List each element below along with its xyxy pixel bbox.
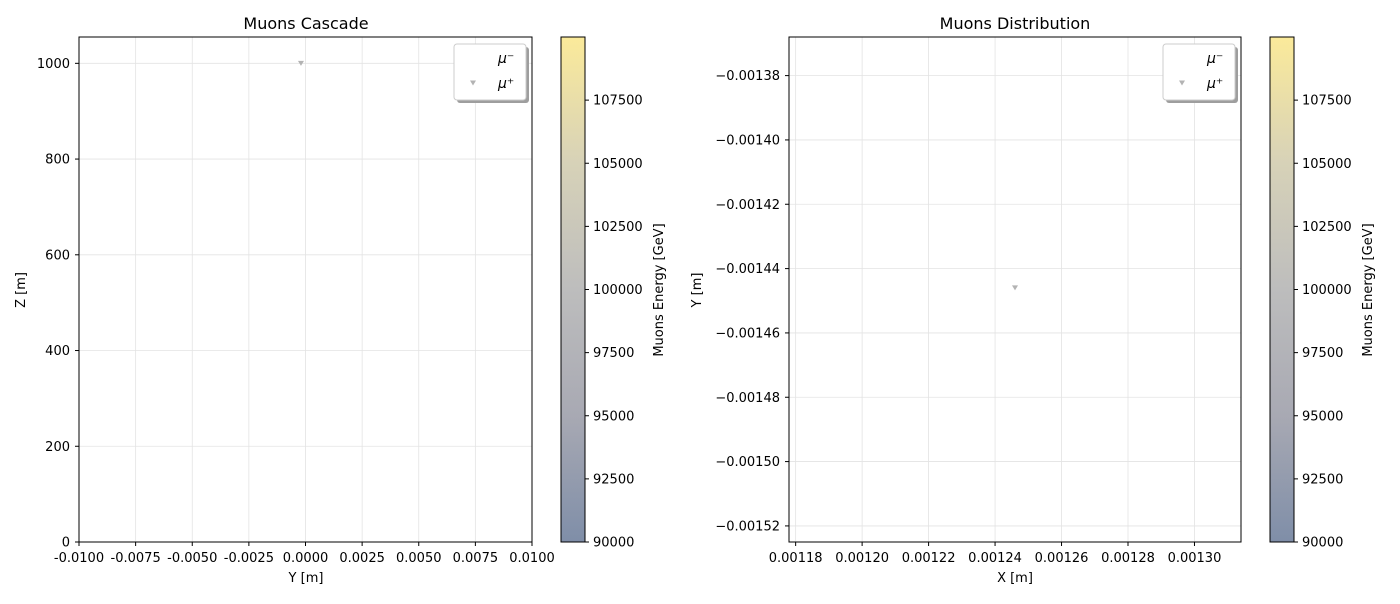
x-axis-label: X [m] xyxy=(997,571,1033,586)
x-tick-label: -0.0050 xyxy=(167,551,217,566)
x-axis-label: Y [m] xyxy=(288,571,324,586)
y-tick-label: −0.00150 xyxy=(715,455,780,470)
x-tick-label: 0.00128 xyxy=(1101,551,1155,566)
colorbar xyxy=(560,36,586,543)
y-tick-label: −0.00152 xyxy=(715,519,780,534)
data-point-mu-plus xyxy=(297,60,304,66)
y-tick-label: 600 xyxy=(45,248,70,263)
x-tick-label: -0.0100 xyxy=(54,551,104,566)
x-tick-label: 0.00130 xyxy=(1168,551,1222,566)
y-tick-label: 800 xyxy=(45,153,70,168)
colorbar xyxy=(1269,36,1295,543)
x-tick-label: 0.0000 xyxy=(283,551,329,566)
colorbar-tick-label: 105000 xyxy=(593,157,643,172)
y-tick-label: −0.00146 xyxy=(715,326,780,341)
y-axis-label: Y [m] xyxy=(690,273,705,309)
chart-title: Muons Cascade xyxy=(243,14,368,33)
plot-frame xyxy=(788,36,1242,543)
colorbar-tick-label: 95000 xyxy=(1302,409,1343,424)
colorbar-tick-label: 100000 xyxy=(1302,283,1352,298)
y-axis-label: Z [m] xyxy=(14,272,29,308)
y-tick-label: 200 xyxy=(45,440,70,455)
colorbar-tick-label: 107500 xyxy=(1302,94,1352,109)
chart-0-marks: -0.0100 -0.0075 -0.0050 -0.0025 0.0000 0.0025… xyxy=(37,36,643,566)
chart-title: Muons Distribution xyxy=(940,14,1091,33)
y-tick-label: 1000 xyxy=(37,57,70,72)
y-tick-label: −0.00138 xyxy=(715,69,780,84)
colorbar-tick-label: 102500 xyxy=(1302,220,1352,235)
colorbar-tick-label: 97500 xyxy=(593,346,634,361)
data-point-mu-plus xyxy=(1012,285,1018,291)
colorbar-tick-label: 92500 xyxy=(593,472,634,487)
legend-marker-mu-plus xyxy=(470,80,476,86)
x-tick-label: 0.00118 xyxy=(769,551,823,566)
colorbar-tick-label: 100000 xyxy=(593,283,643,298)
colorbar-tick-label: 97500 xyxy=(1302,346,1343,361)
chart-distribution: Muons Distribution X [m] Y [m] Muons Ene… xyxy=(690,14,1376,586)
y-tick-label: 0 xyxy=(62,536,70,551)
y-tick-label: −0.00142 xyxy=(715,198,780,213)
legend-marker-mu-plus xyxy=(1179,80,1185,86)
colorbar-tick-label: 92500 xyxy=(1302,472,1343,487)
x-tick-label: 0.0075 xyxy=(453,551,499,566)
colorbar-label: Muons Energy [GeV] xyxy=(1361,223,1376,356)
legend-box xyxy=(1162,43,1236,101)
colorbar-tick-label: 90000 xyxy=(593,536,634,551)
legend-label: μ⁺ xyxy=(1206,76,1223,92)
x-tick-label: -0.0075 xyxy=(111,551,161,566)
x-tick-label: 0.00124 xyxy=(968,551,1022,566)
legend-box xyxy=(453,43,527,101)
x-tick-label: 0.0025 xyxy=(339,551,385,566)
colorbar-label: Muons Energy [GeV] xyxy=(652,223,667,356)
colorbar-tick-label: 107500 xyxy=(593,94,643,109)
legend-label: μ⁻ xyxy=(497,51,514,67)
legend-label: μ⁺ xyxy=(497,76,514,92)
x-tick-label: 0.0050 xyxy=(396,551,442,566)
y-tick-label: −0.00148 xyxy=(715,391,780,406)
x-tick-label: 0.0100 xyxy=(509,551,555,566)
x-tick-label: -0.0025 xyxy=(224,551,274,566)
chart-1-marks: 0.00118 0.00120 0.00122 0.00124 0.00126 0.001… xyxy=(715,36,1352,566)
x-tick-label: 0.00120 xyxy=(835,551,889,566)
y-tick-label: −0.00140 xyxy=(715,133,780,148)
colorbar-tick-label: 105000 xyxy=(1302,157,1352,172)
x-tick-label: 0.00122 xyxy=(902,551,956,566)
chart-cascade: Muons Cascade Y [m] Z [m] Muons Energy [… xyxy=(14,14,667,586)
chart-marks: -0.0100 -0.0075 -0.0050 -0.0025 0.0000 0.0025… xyxy=(37,36,1352,566)
y-tick-label: −0.00144 xyxy=(715,262,780,277)
colorbar-tick-label: 95000 xyxy=(593,409,634,424)
colorbar-tick-label: 90000 xyxy=(1302,536,1343,551)
colorbar-tick-label: 102500 xyxy=(593,220,643,235)
legend-label: μ⁻ xyxy=(1206,51,1223,67)
x-tick-label: 0.00126 xyxy=(1035,551,1089,566)
y-tick-label: 400 xyxy=(45,344,70,359)
